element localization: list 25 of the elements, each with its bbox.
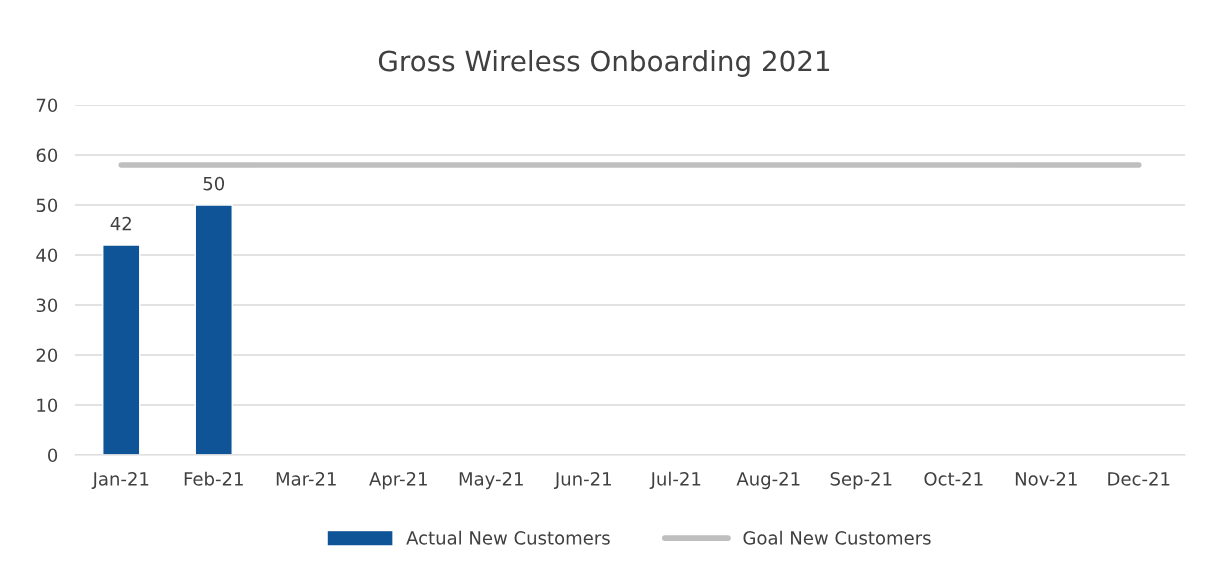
x-tick-label: Mar-21 xyxy=(276,471,336,486)
data-label: 42 xyxy=(110,216,131,231)
x-tick-label: Sep-21 xyxy=(830,471,892,490)
y-tick-label: 50 xyxy=(36,198,58,213)
y-tick-label: 70 xyxy=(36,98,58,113)
y-tick-label: 0 xyxy=(48,448,58,463)
y-tick-label: 10 xyxy=(37,398,58,413)
x-tick-label: Oct-21 xyxy=(924,471,983,486)
x-tick-label: Nov-21 xyxy=(1015,471,1077,486)
legend-label: Actual New Customers xyxy=(406,530,610,545)
x-tick-label: Jul-21 xyxy=(649,471,701,489)
x-tick-label: Aug-21 xyxy=(736,471,800,490)
data-label: 50 xyxy=(203,176,225,191)
chart-title: Gross Wireless Onboarding 2021 xyxy=(378,50,830,77)
x-tick-label: Apr-21 xyxy=(369,471,427,490)
legend-label: Goal New Customers xyxy=(743,530,931,545)
y-tick-label: 40 xyxy=(36,248,58,263)
y-tick-label: 60 xyxy=(36,148,58,163)
x-tick-label: Dec-21 xyxy=(1108,471,1170,486)
x-tick-label: Feb-21 xyxy=(184,471,243,486)
x-tick-label: Jun-21 xyxy=(553,471,611,489)
x-tick-label: Jan-21 xyxy=(91,471,149,489)
y-tick-label: 20 xyxy=(36,348,58,363)
x-tick-label: May-21 xyxy=(459,471,523,490)
y-tick-label: 30 xyxy=(36,298,58,313)
